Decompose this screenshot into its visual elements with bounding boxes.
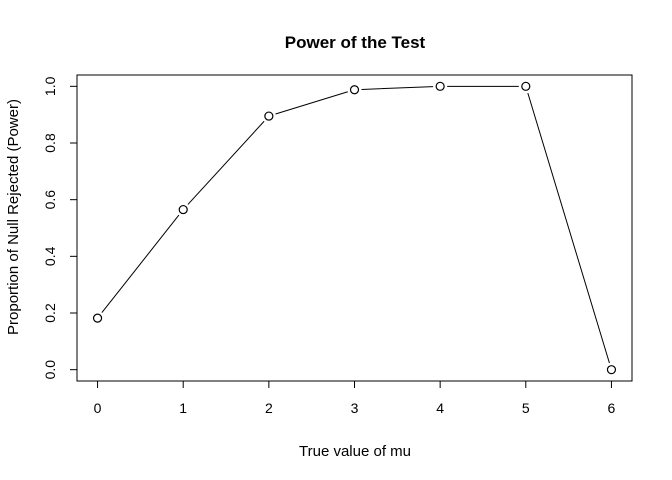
- data-point: [178, 204, 188, 215]
- y-tick-label: 0.4: [42, 246, 58, 266]
- x-tick-label: 5: [522, 400, 530, 416]
- x-tick-label: 0: [94, 400, 102, 416]
- chart-title: Power of the Test: [285, 33, 426, 52]
- data-point: [264, 111, 274, 121]
- x-tick-label: 2: [265, 400, 273, 416]
- y-tick-label: 0.8: [42, 133, 58, 153]
- data-points: [92, 81, 617, 375]
- data-point: [521, 81, 531, 91]
- series-line: [101, 85, 610, 364]
- data-point: [349, 85, 360, 95]
- x-tick-label: 1: [179, 400, 187, 416]
- y-tick-label: 0.6: [42, 190, 58, 210]
- x-tick-label: 4: [436, 400, 444, 416]
- data-point: [435, 81, 445, 91]
- y-tick-label: 1.0: [42, 76, 58, 96]
- data-point: [92, 313, 103, 323]
- y-axis: 0.0 0.2 0.4 0.6 0.8 1.0: [42, 76, 78, 380]
- y-tick-label: 0.0: [42, 360, 58, 380]
- x-tick-label: 6: [608, 400, 616, 416]
- y-tick-label: 0.2: [42, 303, 58, 323]
- plot-frame: [76, 74, 633, 382]
- x-axis-label: True value of mu: [299, 443, 411, 460]
- data-point: [606, 365, 617, 375]
- x-tick-label: 3: [351, 400, 359, 416]
- x-axis: 0 1 2 3 4 5 6: [94, 380, 616, 416]
- y-axis-label: Proportion of Null Rejected (Power): [5, 99, 22, 335]
